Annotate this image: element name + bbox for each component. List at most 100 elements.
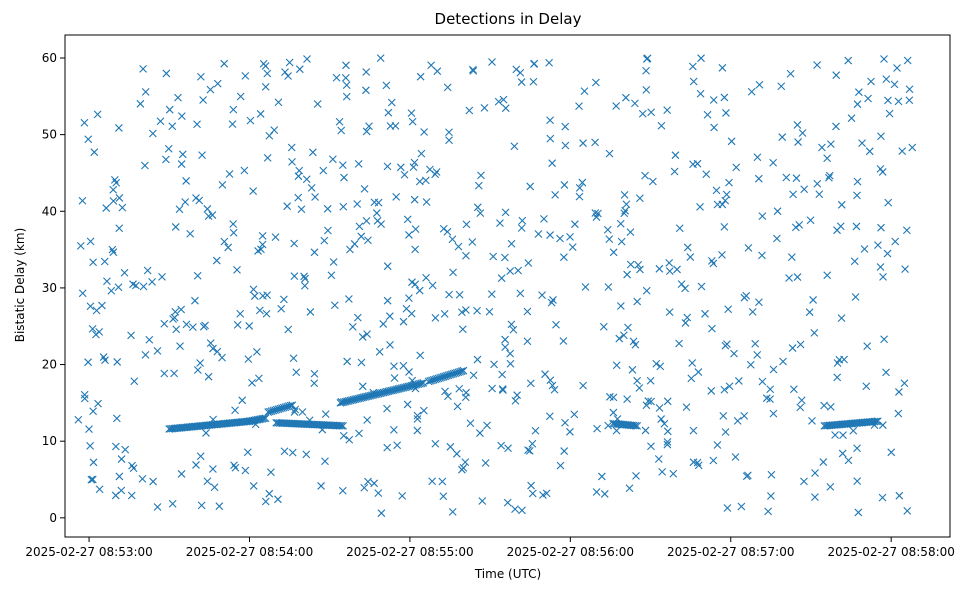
data-point — [383, 443, 392, 452]
data-point — [701, 309, 709, 318]
data-point — [103, 277, 111, 286]
data-point — [894, 409, 903, 418]
data-point — [597, 472, 606, 481]
data-point — [579, 139, 587, 148]
data-point — [592, 488, 601, 496]
data-point — [231, 463, 240, 472]
data-point — [95, 327, 104, 336]
data-point — [591, 138, 599, 147]
data-point — [86, 441, 95, 450]
data-point — [733, 417, 742, 425]
data-point — [469, 66, 478, 75]
data-point — [877, 223, 885, 232]
data-point — [337, 126, 346, 135]
data-point — [673, 265, 681, 274]
data-point — [839, 431, 847, 439]
data-point — [524, 446, 532, 454]
data-point — [454, 242, 463, 251]
data-point — [633, 421, 642, 430]
data-point — [374, 198, 383, 207]
data-point — [823, 154, 832, 163]
data-point — [647, 108, 656, 117]
data-point — [853, 100, 862, 109]
data-point — [358, 382, 367, 391]
data-point — [84, 135, 93, 144]
data-point — [90, 148, 99, 157]
data-point — [622, 200, 631, 209]
data-point — [500, 253, 509, 262]
data-point — [852, 222, 861, 231]
data-point — [525, 446, 534, 455]
data-point — [725, 178, 733, 187]
data-point — [773, 207, 782, 216]
data-point — [709, 259, 718, 268]
data-point — [832, 71, 841, 80]
data-point — [636, 194, 644, 203]
data-point — [407, 109, 416, 117]
data-point — [758, 251, 766, 260]
data-point — [663, 397, 672, 406]
data-point — [490, 360, 498, 369]
data-point — [754, 174, 763, 183]
data-point — [206, 339, 215, 347]
data-point — [127, 331, 135, 340]
data-point — [753, 153, 762, 162]
data-point — [764, 507, 773, 516]
data-point — [641, 171, 649, 180]
data-point — [494, 97, 503, 106]
data-point — [753, 350, 762, 359]
data-point — [858, 139, 866, 148]
data-point — [335, 421, 344, 430]
data-point — [566, 427, 574, 436]
data-point — [94, 399, 102, 408]
data-point — [621, 206, 630, 215]
data-point — [182, 320, 191, 329]
data-point — [245, 322, 254, 330]
data-point — [426, 165, 434, 174]
data-point — [391, 122, 400, 130]
data-point — [682, 403, 691, 412]
data-point — [365, 122, 373, 131]
data-point — [612, 361, 621, 370]
data-point — [121, 445, 130, 454]
data-point — [88, 475, 97, 484]
marker-group — [74, 54, 917, 518]
data-point — [411, 245, 420, 254]
data-point — [229, 105, 238, 114]
data-point — [626, 260, 635, 269]
data-point — [294, 193, 303, 202]
data-point — [517, 78, 526, 86]
data-point — [663, 440, 672, 449]
plot-area — [74, 54, 917, 518]
data-point — [213, 347, 222, 356]
data-point — [428, 281, 437, 290]
data-point — [377, 509, 386, 518]
data-point — [80, 394, 89, 403]
data-point — [485, 307, 494, 316]
data-point — [546, 376, 555, 385]
data-point — [196, 452, 205, 461]
data-point — [101, 356, 109, 365]
data-point — [903, 506, 912, 515]
data-point — [253, 347, 261, 356]
data-point — [882, 368, 890, 377]
data-point — [766, 492, 775, 500]
data-point — [149, 477, 157, 486]
data-point — [709, 96, 718, 104]
data-point — [794, 138, 802, 146]
data-point — [233, 265, 241, 274]
data-point — [303, 55, 311, 63]
data-point — [376, 54, 385, 62]
data-point — [826, 402, 835, 411]
data-point — [283, 202, 292, 211]
data-point — [262, 309, 271, 318]
data-point — [556, 234, 564, 243]
data-point — [579, 381, 587, 390]
data-point — [139, 282, 148, 291]
data-point — [444, 392, 452, 401]
data-point — [162, 69, 171, 78]
x-tick-label: 2025-02-27 08:54:00 — [186, 545, 313, 559]
data-point — [246, 116, 255, 125]
data-point — [363, 416, 372, 424]
data-point — [186, 229, 195, 238]
